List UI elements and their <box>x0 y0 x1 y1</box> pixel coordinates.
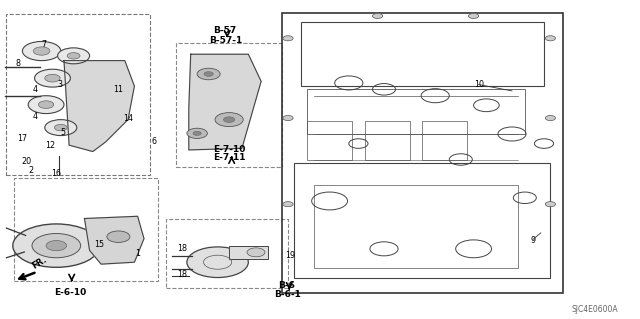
Text: 4: 4 <box>33 112 38 121</box>
Circle shape <box>32 234 81 258</box>
Text: 1: 1 <box>135 249 140 258</box>
Circle shape <box>28 96 64 114</box>
Text: 3: 3 <box>57 80 62 89</box>
Text: 2: 2 <box>28 166 33 175</box>
Bar <box>365 121 410 160</box>
Text: 11: 11 <box>113 85 124 94</box>
Text: 15: 15 <box>94 240 104 249</box>
Text: 6: 6 <box>151 137 156 146</box>
Bar <box>422 121 467 160</box>
Text: B-57: B-57 <box>213 26 236 35</box>
Circle shape <box>45 120 77 136</box>
Text: 14: 14 <box>123 114 133 122</box>
Circle shape <box>187 247 248 278</box>
Text: 12: 12 <box>45 141 55 150</box>
Text: FR.: FR. <box>31 255 49 271</box>
Circle shape <box>13 224 100 267</box>
Circle shape <box>197 68 220 80</box>
Text: B-6: B-6 <box>278 281 295 290</box>
Text: E-6-10: E-6-10 <box>54 288 86 297</box>
Circle shape <box>215 113 243 127</box>
Text: 19: 19 <box>285 251 295 260</box>
Text: 8: 8 <box>15 59 20 68</box>
Circle shape <box>193 131 201 135</box>
Circle shape <box>67 53 80 59</box>
Circle shape <box>545 115 556 121</box>
Circle shape <box>283 36 293 41</box>
Circle shape <box>46 241 67 251</box>
Circle shape <box>545 202 556 207</box>
Circle shape <box>35 69 70 87</box>
Text: 7: 7 <box>41 40 46 49</box>
Circle shape <box>38 101 54 108</box>
Circle shape <box>247 248 265 257</box>
Circle shape <box>54 124 67 131</box>
Bar <box>294 163 550 278</box>
Text: E-7-11: E-7-11 <box>213 153 246 162</box>
Circle shape <box>468 13 479 19</box>
Polygon shape <box>64 61 134 152</box>
Circle shape <box>283 115 293 121</box>
Text: 20: 20 <box>22 157 32 166</box>
Circle shape <box>283 202 293 207</box>
Circle shape <box>223 117 235 122</box>
Text: 16: 16 <box>51 169 61 178</box>
Text: B-6-1: B-6-1 <box>274 290 301 299</box>
Bar <box>282 13 563 293</box>
Bar <box>307 121 352 160</box>
Bar <box>314 185 518 268</box>
Bar <box>307 89 525 134</box>
Polygon shape <box>189 54 261 150</box>
Text: 18: 18 <box>177 270 188 279</box>
Circle shape <box>22 41 61 61</box>
Circle shape <box>545 36 556 41</box>
Bar <box>229 246 268 259</box>
Text: 9: 9 <box>531 236 536 245</box>
Circle shape <box>204 72 213 76</box>
Text: 17: 17 <box>17 134 28 143</box>
Text: E-7-10: E-7-10 <box>213 145 246 153</box>
Text: B-57-1: B-57-1 <box>209 36 242 45</box>
Circle shape <box>107 231 130 242</box>
Text: 4: 4 <box>33 85 38 94</box>
Circle shape <box>45 74 60 82</box>
Text: 18: 18 <box>177 244 188 253</box>
Text: 10: 10 <box>474 80 484 89</box>
Polygon shape <box>84 216 144 264</box>
Text: SJC4E0600A: SJC4E0600A <box>572 305 618 314</box>
Circle shape <box>58 48 90 64</box>
Circle shape <box>33 47 50 55</box>
Text: 5: 5 <box>60 128 65 137</box>
Circle shape <box>187 128 207 138</box>
Circle shape <box>372 13 383 19</box>
Bar <box>301 22 544 86</box>
